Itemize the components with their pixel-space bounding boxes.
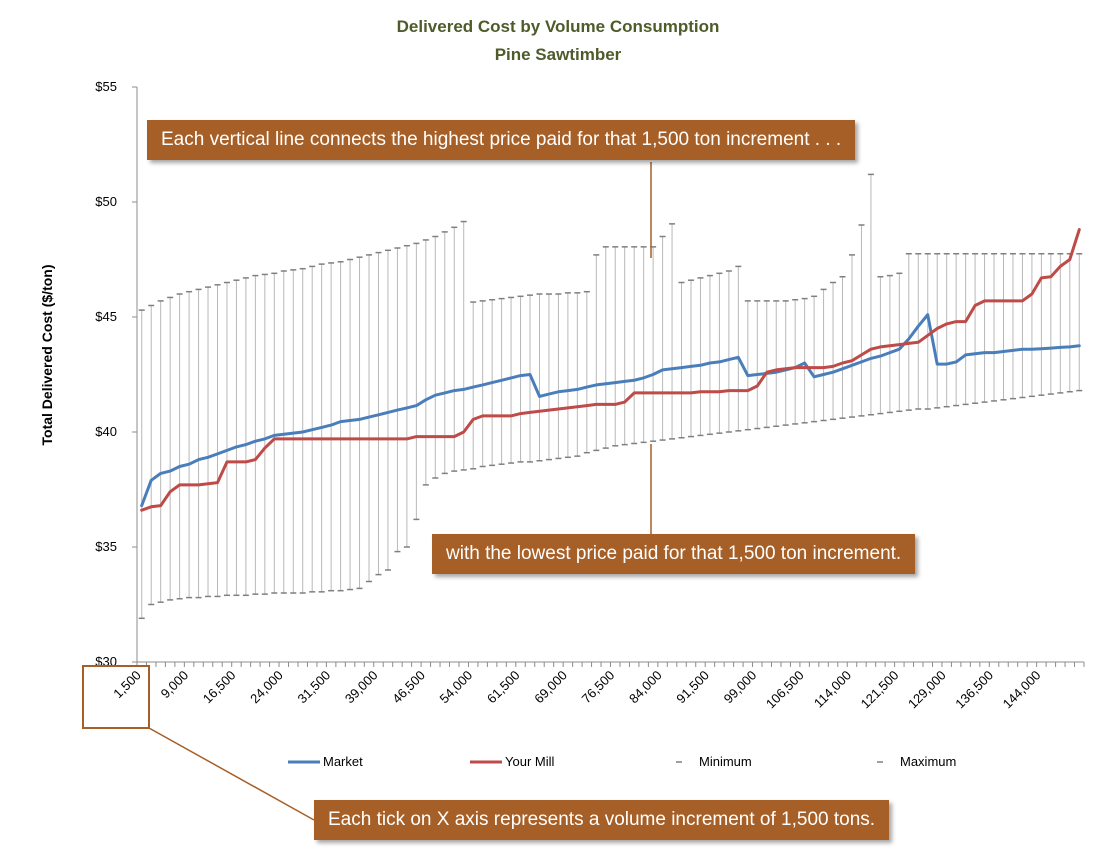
x-tick-label: 61,500	[484, 668, 523, 707]
x-tick-label: 31,500	[295, 668, 334, 707]
highlight-box	[82, 665, 150, 729]
x-tick-label: 24,000	[247, 668, 286, 707]
chart-title: Delivered Cost by Volume Consumption	[397, 17, 720, 36]
y-tick-label: $40	[95, 424, 117, 439]
axes	[136, 87, 1084, 663]
x-tick-label: 69,000	[531, 668, 570, 707]
market-series-line	[140, 313, 1081, 508]
callout-connectors	[82, 162, 652, 821]
x-tick-label: 144,000	[1000, 668, 1044, 712]
x-tick-label: 84,000	[626, 668, 665, 707]
your-mill-series-line	[140, 228, 1081, 512]
y-tick-label: $35	[95, 539, 117, 554]
callout-low-price: with the lowest price paid for that 1,50…	[432, 534, 916, 574]
y-axis-ticks: $30$35$40$45$50$55	[95, 79, 137, 669]
y-tick-label: $50	[95, 194, 117, 209]
legend-label-market: Market	[323, 754, 363, 769]
x-tick-label: 9,000	[158, 668, 192, 702]
x-tick-label: 114,000	[811, 668, 854, 711]
legend-label-minimum: Minimum	[699, 754, 752, 769]
callout-x-axis-increment: Each tick on X axis represents a volume …	[314, 800, 890, 840]
x-axis-ticks: 1,500 9,000 16,500 24,000 31,500 39,000 46,500…	[110, 662, 1085, 712]
series-lines	[140, 228, 1081, 512]
x-tick-label: 1,500	[110, 668, 144, 702]
x-tick-label: 106,500	[763, 668, 807, 712]
x-tick-label: 99,000	[721, 668, 760, 707]
x-tick-label: 91,500	[673, 668, 712, 707]
chart-subtitle: Pine Sawtimber	[495, 45, 622, 64]
y-axis-title: Total Delivered Cost ($/ton)	[39, 265, 55, 446]
x-tick-label: 16,500	[200, 668, 239, 707]
legend-label-your-mill: Your Mill	[505, 754, 554, 769]
callout-high-price: Each vertical line connects the highest …	[147, 120, 856, 160]
x-tick-label: 129,000	[905, 668, 949, 712]
x-tick-label: 39,000	[342, 668, 381, 707]
x-tick-label: 54,000	[437, 668, 476, 707]
min-max-markers	[138, 173, 1083, 620]
x-tick-label: 121,500	[858, 668, 902, 712]
x-tick-label: 136,500	[952, 668, 996, 712]
y-tick-label: $55	[95, 79, 117, 94]
high-low-lines	[141, 174, 1080, 619]
x-tick-label: 76,500	[579, 668, 618, 707]
legend-label-maximum: Maximum	[900, 754, 956, 769]
connector-line-bottom	[148, 727, 315, 821]
y-tick-label: $45	[95, 309, 117, 324]
legend: Market Your Mill Minimum Maximum	[288, 754, 956, 769]
x-tick-label: 46,500	[389, 668, 428, 707]
